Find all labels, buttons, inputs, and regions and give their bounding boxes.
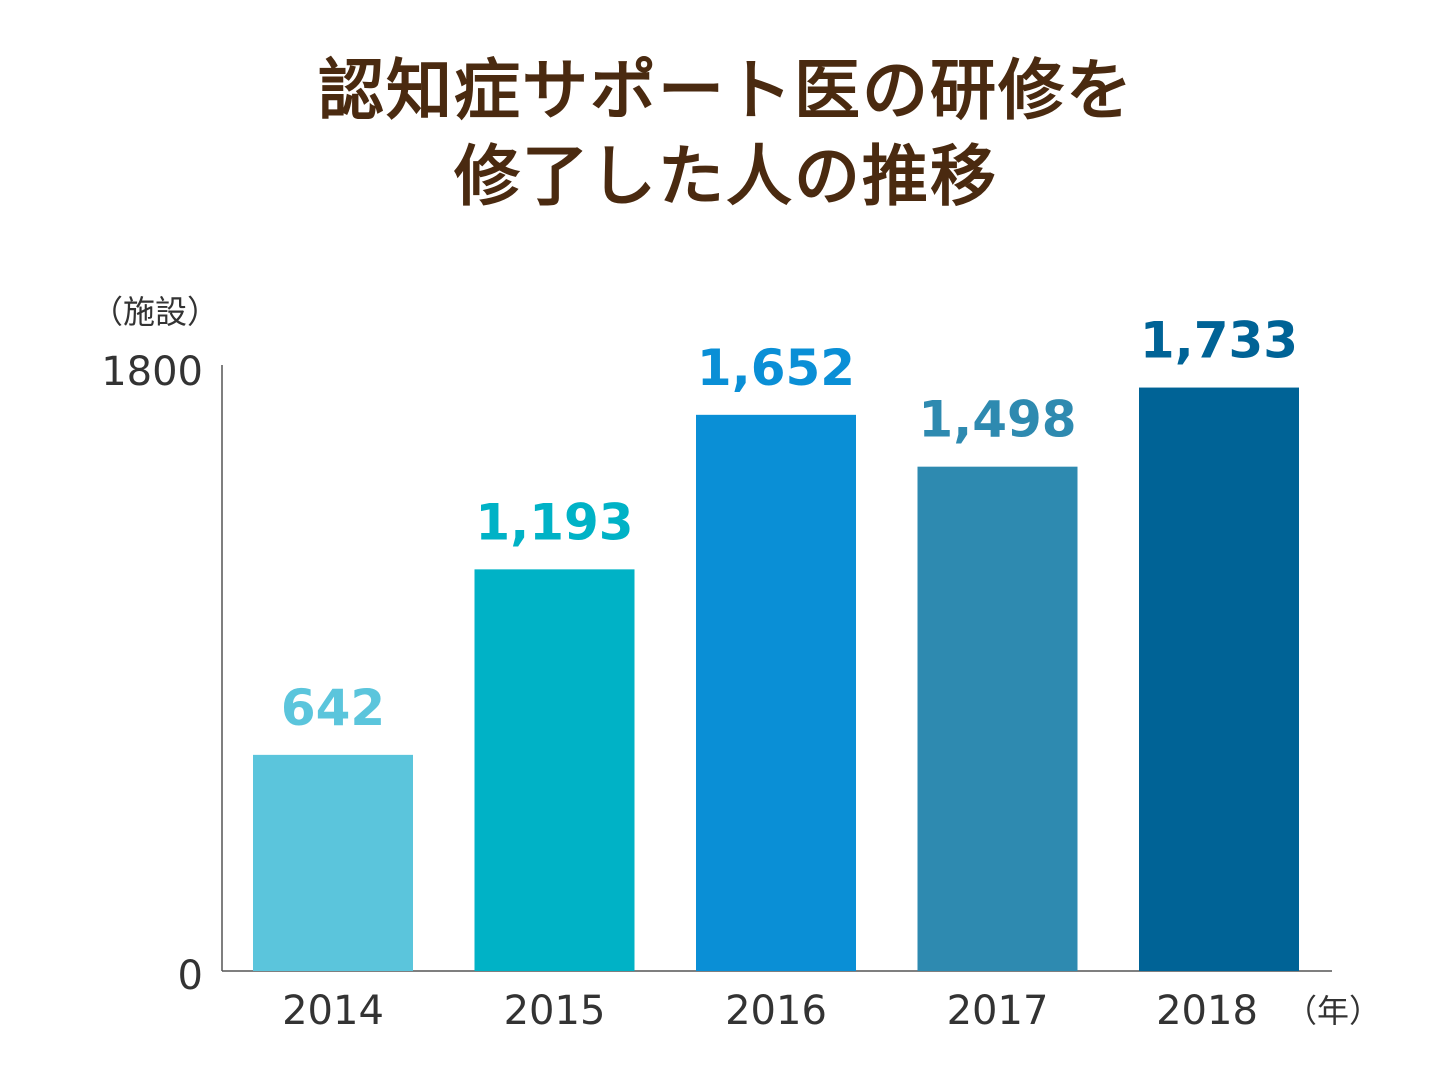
value-label-2018: 1,733 (1140, 312, 1298, 370)
chart-title-line-2: 修了した人の推移 (454, 138, 998, 215)
value-label-2017: 1,498 (918, 391, 1076, 449)
y-tick-label-max: 1800 (101, 349, 203, 395)
bar-2015 (474, 569, 635, 971)
y-axis-unit-label: （施設） (91, 293, 219, 331)
chart-title: 認知症サポート医の研修を 修了した人の推移 (0, 48, 1452, 220)
bar-2014 (253, 754, 413, 971)
x-axis-unit-label: （年） (1285, 992, 1381, 1030)
x-tick-label-2017: 2017 (947, 988, 1049, 1034)
x-tick-label-2015: 2015 (504, 988, 606, 1034)
x-tick-label-2018: 2018 (1156, 988, 1258, 1034)
x-tick-label-2016: 2016 (725, 988, 827, 1034)
chart-title-line-1: 認知症サポート医の研修を (318, 52, 1134, 129)
y-tick-label-zero: 0 (178, 953, 203, 999)
value-label-2015: 1,193 (475, 493, 633, 551)
bar-2018 (1139, 387, 1299, 972)
value-label-2016: 1,652 (697, 339, 855, 397)
bars-group: 642 2014 1,193 2015 1,652 2016 1,498 2017 1,733 2… (253, 312, 1299, 1034)
value-label-2014: 642 (281, 679, 385, 737)
bar-2016 (696, 414, 856, 971)
bar-2017 (917, 466, 1078, 971)
x-tick-label-2014: 2014 (282, 988, 384, 1034)
